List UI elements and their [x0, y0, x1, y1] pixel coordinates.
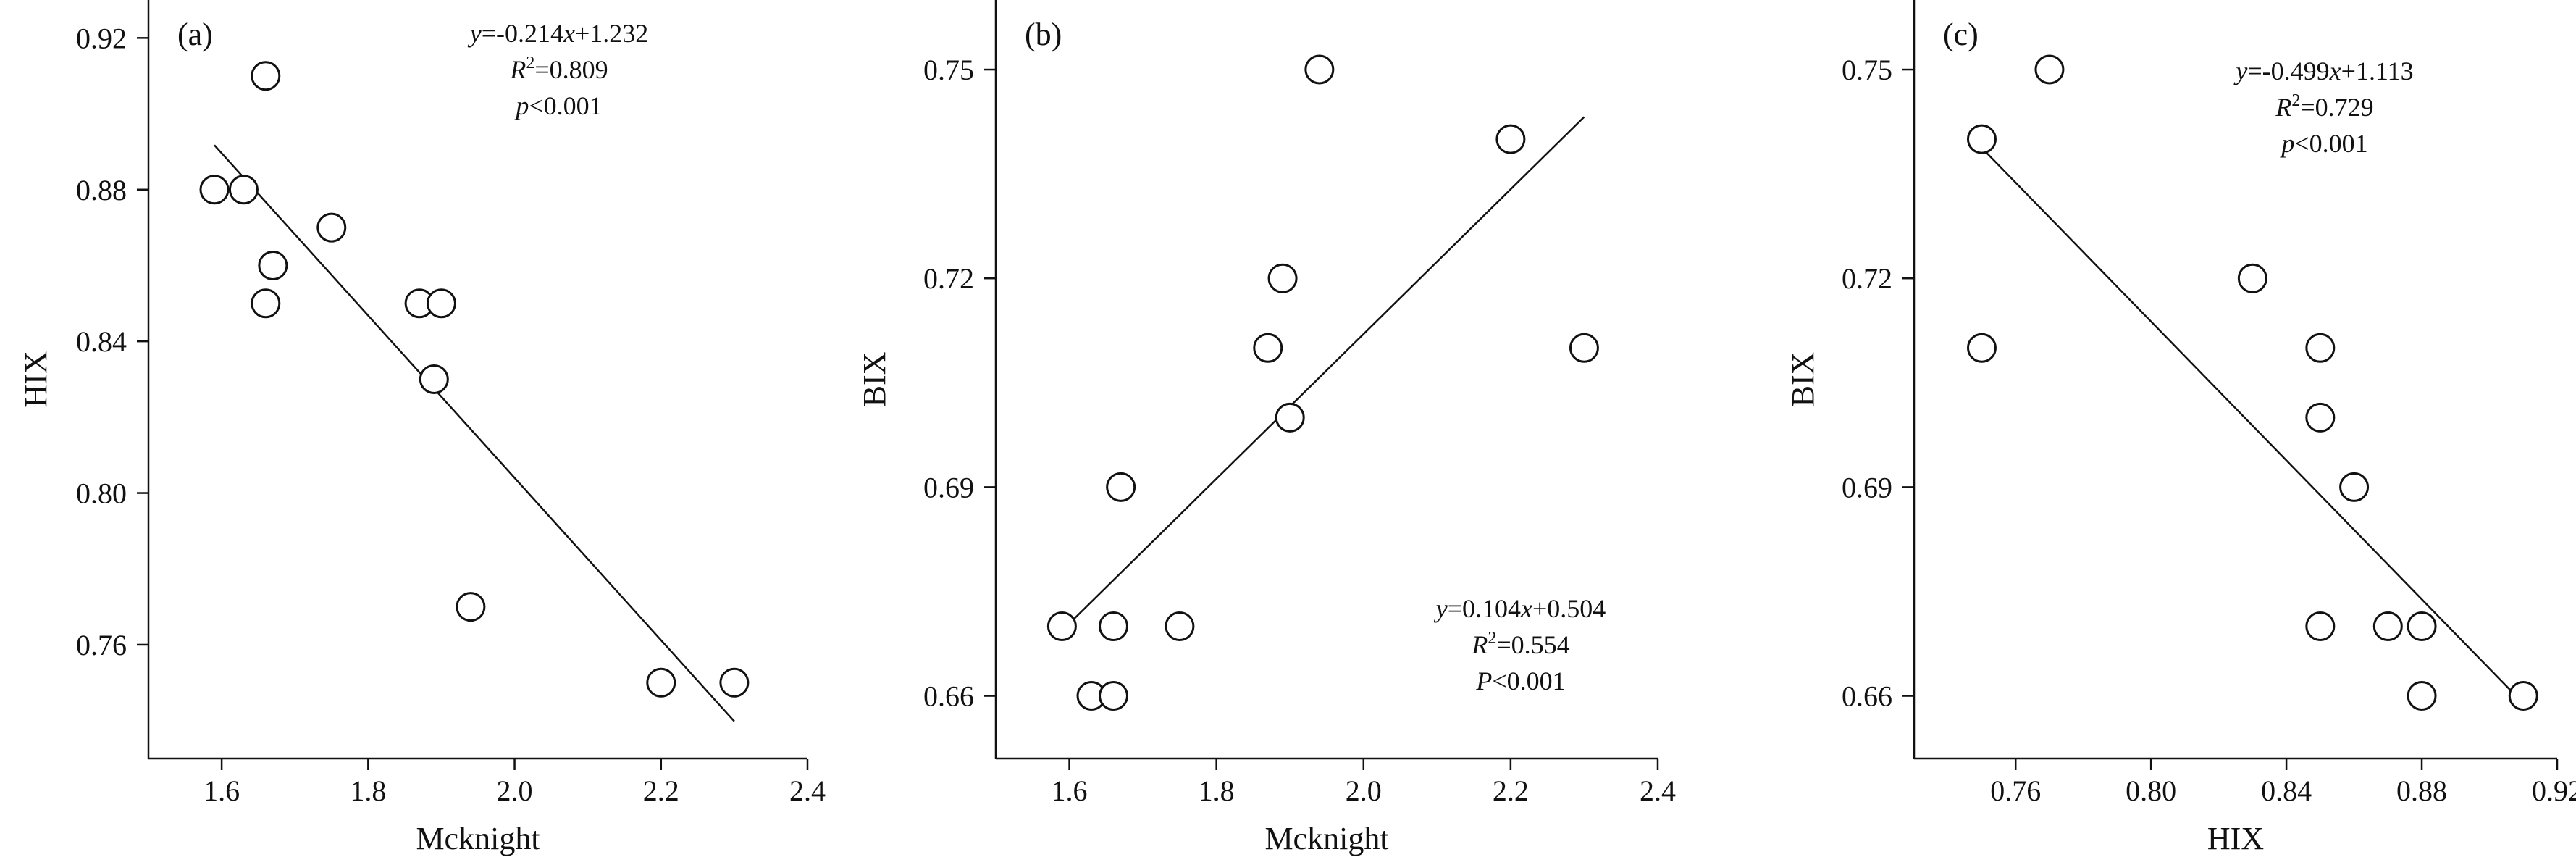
data-point — [1253, 333, 1283, 363]
stats-annotation-line: y=0.104x+0.504 — [1434, 594, 1606, 623]
data-point — [316, 212, 347, 243]
panel-label: (a) — [177, 17, 213, 52]
data-point — [199, 175, 230, 205]
regression-line — [1061, 116, 1585, 632]
regression-line — [1981, 147, 2525, 704]
x-axis-label: HIX — [2207, 821, 2264, 856]
data-point — [1966, 333, 1997, 363]
data-point — [1304, 54, 1335, 85]
stats-annotation-line: P<0.001 — [1475, 666, 1565, 695]
data-point — [1165, 611, 1195, 641]
y-tick-label: 0.69 — [923, 471, 974, 503]
stats-annotation-line: R2=0.809 — [509, 54, 608, 84]
data-point — [646, 667, 676, 698]
x-tick-label: 2.4 — [789, 774, 826, 807]
y-axis-label: BIX — [857, 352, 892, 407]
data-point — [719, 667, 750, 698]
data-point — [2407, 611, 2437, 641]
stats-annotation-line: p<0.001 — [513, 91, 602, 120]
x-tick-label: 2.2 — [643, 774, 679, 807]
x-tick-label: 2.0 — [497, 774, 533, 807]
y-tick-label: 0.72 — [923, 262, 974, 295]
stats-annotation-line: y=-0.214x+1.232 — [468, 19, 649, 48]
panel-label: (b) — [1025, 17, 1062, 52]
data-point — [251, 288, 281, 319]
x-tick-label: 1.8 — [1199, 774, 1235, 807]
panel-label: (c) — [1943, 17, 1979, 52]
x-tick-label: 2.0 — [1346, 774, 1382, 807]
regression-line — [214, 144, 735, 722]
y-axis-label: BIX — [1785, 352, 1821, 407]
y-tick-label: 0.66 — [1842, 680, 1892, 713]
data-point — [2372, 611, 2403, 641]
chart-panel-2: 1.6 1.8 2.0 2.2 2.4 0.66 0.69 0.72 0.75 Mcknight B… — [857, 0, 1676, 856]
x-tick-label: 0.76 — [1990, 774, 2041, 807]
data-point — [2508, 681, 2538, 711]
x-tick-label: 2.4 — [1640, 774, 1676, 807]
x-tick-label: 2.2 — [1493, 774, 1529, 807]
y-tick-label: 0.72 — [1842, 262, 1892, 295]
chart-panel-3: 0.76 0.80 0.84 0.88 0.92 0.66 0.69 0.72 0.75 HIX B… — [1785, 0, 2576, 856]
data-point — [1966, 124, 1997, 154]
stats-annotation-line: R2=0.554 — [1471, 629, 1569, 659]
y-tick-label: 0.92 — [76, 22, 127, 54]
data-point — [1267, 263, 1298, 293]
data-point — [456, 592, 486, 622]
x-axis-label: Mcknight — [416, 821, 540, 856]
y-tick-label: 0.84 — [76, 325, 127, 358]
y-tick-label: 0.66 — [923, 680, 974, 713]
y-tick-label: 0.69 — [1842, 471, 1892, 503]
data-point — [2305, 611, 2336, 641]
x-tick-label: 1.6 — [1052, 774, 1088, 807]
data-point — [2305, 402, 2336, 432]
data-point — [426, 288, 456, 319]
y-tick-label: 0.75 — [1842, 54, 1892, 86]
data-point — [1046, 611, 1077, 641]
x-axis-label: Mcknight — [1264, 821, 1388, 856]
data-point — [2407, 681, 2437, 711]
data-point — [1098, 681, 1128, 711]
x-tick-label: 1.6 — [204, 774, 240, 807]
x-tick-label: 0.92 — [2532, 774, 2576, 807]
data-point — [2034, 54, 2065, 85]
data-point — [2305, 333, 2336, 363]
x-tick-label: 0.88 — [2396, 774, 2447, 807]
data-point — [251, 61, 281, 91]
stats-annotation-line: y=-0.499x+1.113 — [2233, 57, 2413, 85]
y-tick-label: 0.75 — [923, 54, 974, 86]
data-point — [258, 250, 288, 280]
stats-annotation-line: p<0.001 — [2279, 129, 2367, 158]
stats-annotation-line: R2=0.729 — [2275, 91, 2373, 122]
data-point — [1569, 333, 1599, 363]
data-point — [2339, 472, 2370, 502]
data-point — [1275, 402, 1305, 432]
data-point — [1495, 124, 1526, 154]
y-tick-label: 0.88 — [76, 174, 127, 206]
data-point — [2237, 263, 2267, 293]
data-point — [228, 175, 259, 205]
data-point — [1106, 472, 1136, 502]
data-point — [419, 364, 449, 394]
x-tick-label: 1.8 — [350, 774, 386, 807]
x-tick-label: 0.84 — [2261, 774, 2312, 807]
data-point — [1098, 611, 1128, 641]
y-tick-label: 0.76 — [76, 629, 127, 661]
y-axis-label: HIX — [18, 351, 54, 407]
x-tick-label: 0.80 — [2126, 774, 2176, 807]
y-tick-label: 0.80 — [76, 477, 127, 510]
chart-panel-1: 1.6 1.8 2.0 2.2 2.4 0.76 0.80 0.84 0.88 0.92 Mckni… — [18, 0, 826, 856]
